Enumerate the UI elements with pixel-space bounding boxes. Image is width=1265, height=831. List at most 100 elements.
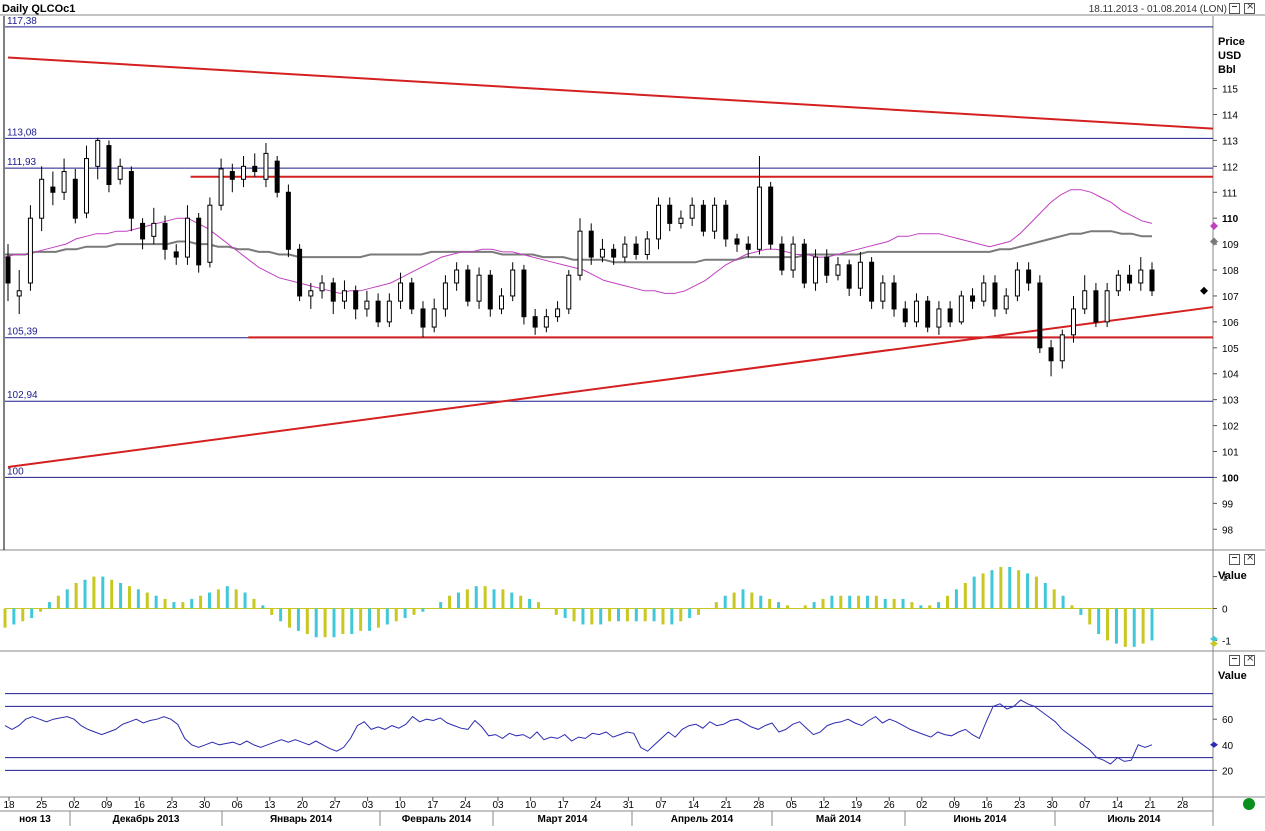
price-tick-label: 100 [1222,473,1239,484]
price-tick-label: 102 [1222,422,1239,433]
date-tick-label: 21 [721,800,733,811]
level-label: 113,08 [7,127,37,138]
date-tick-label: 23 [166,800,178,811]
close-main-pane-icon[interactable] [1244,1,1255,14]
date-tick-label: 10 [395,800,407,811]
candle-body [566,274,572,310]
date-tick-label: 18 [3,800,15,811]
candle-body [61,171,67,193]
candle-body [72,178,78,219]
date-tick-label: 17 [558,800,570,811]
candle-body [297,248,303,297]
candle-body [285,191,291,250]
candle-body [263,152,269,180]
candle-body [588,230,594,258]
close-pane-1-icon[interactable] [1244,552,1255,565]
status-indicator-icon [1243,798,1255,810]
candle-body [1048,347,1054,362]
date-tick-label: 07 [655,800,667,811]
price-tick-label: 104 [1222,370,1239,381]
trend-line [7,56,1214,130]
level-label: 105,39 [7,327,38,338]
date-range-label: 18.11.2013 - 01.08.2014 (LON) [1089,4,1227,15]
candle-body [375,300,381,323]
candle-body [1026,269,1032,284]
minimize-pane-1-icon[interactable] [1229,554,1240,565]
date-tick-label: 03 [362,800,374,811]
candle-body [768,186,774,245]
candle-body [869,261,875,302]
candle-body [599,248,605,258]
candle-body [667,204,673,224]
candle-body [442,282,448,310]
candle-body [521,269,527,318]
candle-body [723,204,729,240]
candle-body [420,308,426,328]
price-axis-title: Price [1218,36,1245,48]
candle-body [555,308,561,318]
candle-body [241,165,247,180]
candle-body [936,308,942,328]
candle-body [700,204,706,232]
date-tick-label: 27 [329,800,341,811]
candle-body [970,295,976,302]
candle-body [454,269,460,284]
candle-body [252,165,258,173]
candle-body [577,230,583,276]
date-tick-label: 16 [981,800,993,811]
candle-body [958,295,964,323]
date-tick-label: 20 [297,800,309,811]
date-tick-label: 02 [916,800,928,811]
candle-body [218,168,224,206]
candle-body [1104,290,1110,323]
price-tick-label: 113 [1222,136,1238,147]
candle-body [1149,269,1155,292]
rsi-tick-label: 60 [1222,715,1234,726]
date-tick-label: 06 [232,800,244,811]
date-tick-label: 16 [134,800,146,811]
candle-body [801,243,807,284]
candle-body [84,158,90,214]
month-label: Январь 2014 [270,814,333,825]
date-tick-label: 07 [1079,800,1091,811]
candle-body [824,256,830,276]
date-tick-label: 13 [264,800,276,811]
candle-body [510,269,516,297]
ma-short-marker [1210,221,1218,230]
rsi-marker [1210,741,1218,748]
price-tick-label: 98 [1222,525,1234,536]
date-tick-label: 09 [949,800,961,811]
candle-body [476,274,482,302]
level-label: 100 [7,466,24,477]
price-tick-label: 110 [1222,214,1239,225]
candle-body [543,316,549,328]
histogram-tick-label: -1 [1222,636,1231,647]
candle-body [756,186,762,250]
candle-body [1059,334,1065,362]
close-pane-2-icon[interactable] [1244,653,1255,666]
minimize-pane-2-icon[interactable] [1229,655,1240,666]
candle-body [151,222,157,237]
price-tick-label: 103 [1222,396,1239,407]
level-label: 117,38 [7,16,37,27]
candle-body [162,222,168,250]
histogram-value-label: Value [1218,570,1247,582]
candle-body [95,139,101,167]
month-label: Февраль 2014 [402,814,472,825]
month-label: Март 2014 [538,814,588,825]
candle-body [678,217,684,224]
candle-body [925,300,931,328]
date-tick-label: 28 [753,800,765,811]
date-tick-label: 14 [1112,800,1124,811]
candle-body [712,204,718,232]
candle-body [308,290,314,297]
histogram-marker [1210,640,1218,647]
candle-body [857,261,863,289]
minimize-main-pane-icon[interactable] [1229,3,1240,14]
price-axis-title: USD [1218,50,1241,62]
candle-body [184,217,190,258]
price-tick-label: 108 [1222,266,1239,277]
month-label: Июнь 2014 [954,814,1007,825]
last-price-marker [1200,286,1208,295]
